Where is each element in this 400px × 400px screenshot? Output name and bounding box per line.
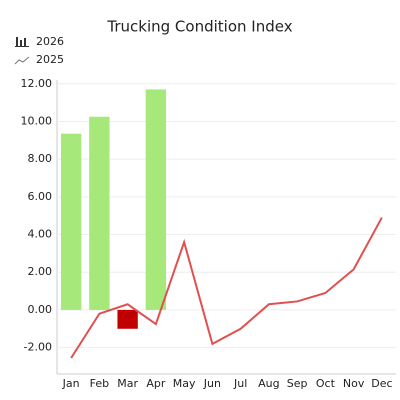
- y-tick-label: 8.00: [28, 152, 53, 165]
- legend-item[interactable]: 2026: [15, 35, 64, 48]
- y-tick-label: 0.00: [28, 303, 53, 316]
- y-tick-label: 2.00: [28, 265, 53, 278]
- legend-label: 2026: [36, 35, 64, 48]
- bar: [89, 116, 110, 310]
- x-tick-label: Oct: [316, 377, 336, 390]
- legend-label: 2025: [36, 53, 64, 66]
- legend-line-icon: [14, 56, 30, 65]
- x-tick-label: Jul: [233, 377, 247, 390]
- legend-bar-icon: [15, 37, 29, 47]
- bar: [60, 133, 82, 310]
- y-tick-label: -2.00: [24, 341, 52, 354]
- legend-item[interactable]: 2025: [14, 53, 64, 66]
- y-tick-label: 10.00: [21, 114, 53, 127]
- bar: [145, 89, 167, 310]
- bar: [117, 309, 138, 329]
- x-tick-label: Aug: [258, 377, 279, 390]
- x-tick-label: Mar: [117, 377, 138, 390]
- x-tick-label: Apr: [146, 377, 166, 390]
- line: [70, 217, 383, 359]
- x-tick-label: Sep: [287, 377, 308, 390]
- x-tick-label: May: [173, 377, 196, 390]
- x-tick-label: Nov: [343, 377, 365, 390]
- x-tick-label: Feb: [90, 377, 109, 390]
- y-tick-label: 4.00: [28, 228, 53, 241]
- x-tick-label: Jun: [203, 377, 221, 390]
- y-tick-label: 12.00: [21, 77, 53, 90]
- x-tick-label: Dec: [371, 377, 392, 390]
- chart-title: Trucking Condition Index: [106, 18, 292, 36]
- x-tick-label: Jan: [62, 377, 80, 390]
- y-tick-label: 6.00: [28, 190, 53, 203]
